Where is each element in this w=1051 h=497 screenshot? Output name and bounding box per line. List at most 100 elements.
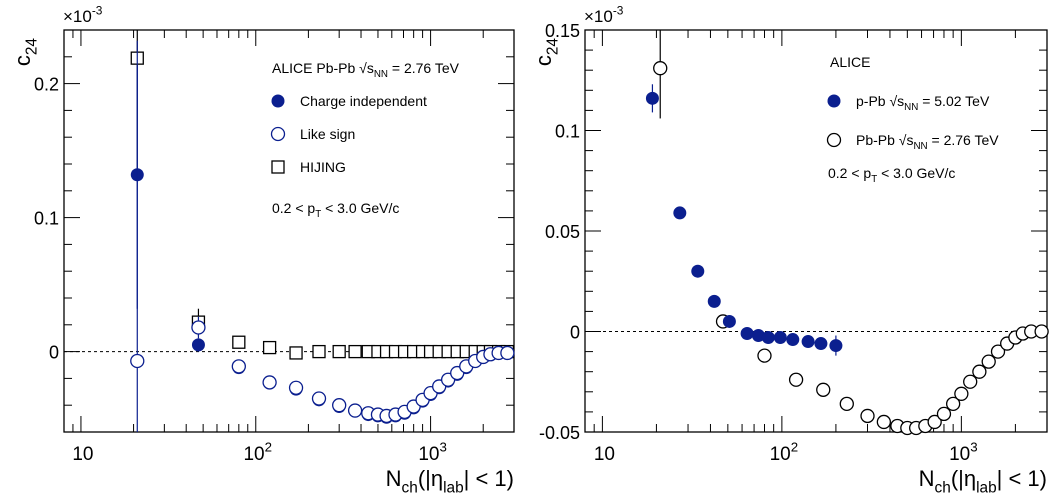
label-part: Like sign <box>300 126 355 142</box>
legend-label: p-Pb √sNN = 5.02 TeV <box>856 93 990 113</box>
label-part: NN <box>374 69 388 80</box>
plot-frame <box>63 29 515 433</box>
x-tick-label: 103 <box>949 439 978 465</box>
data-point <box>653 61 668 76</box>
data-point <box>876 414 892 430</box>
label-part: HIJING <box>300 159 346 175</box>
label-part: 2 <box>265 439 272 454</box>
data-point <box>691 264 705 278</box>
label-part: = 2.76 TeV <box>928 132 1000 148</box>
label-part: ch <box>402 480 418 497</box>
label-part: (|η <box>418 466 443 491</box>
x-tick-label: 10 <box>594 444 615 465</box>
data-point <box>757 348 772 363</box>
data-point <box>262 340 277 355</box>
data-point <box>191 338 205 352</box>
label-part: 0.2 < p <box>828 165 871 181</box>
label-part: -3 <box>613 3 624 17</box>
y-tick-label: 0.05 <box>545 222 580 242</box>
series-1 <box>130 66 515 432</box>
x-axis-label: Nch(|ηlab| < 1) <box>386 466 514 497</box>
x-tick-label: 102 <box>770 439 799 465</box>
data-point <box>332 398 347 413</box>
label-part: Pb-Pb √s <box>856 132 913 148</box>
data-point <box>191 320 206 335</box>
data-point <box>936 406 952 422</box>
legend-marker <box>271 160 285 174</box>
label-part: 3 <box>970 439 977 454</box>
data-point <box>972 364 987 379</box>
data-point <box>801 335 815 349</box>
label-part: ×10 <box>63 7 92 26</box>
label-part: ×10 <box>584 7 613 26</box>
y-exponent-label: ×10-3 <box>584 3 624 26</box>
label-part: 10 <box>594 444 615 465</box>
data-point <box>946 396 961 412</box>
data-point <box>839 396 854 412</box>
data-point <box>981 354 996 369</box>
data-point <box>288 380 304 395</box>
series-0 <box>645 84 843 356</box>
annotation: 0.2 < pT < 3.0 GeV/c <box>828 165 955 185</box>
x-tick-label: 10 <box>72 444 93 465</box>
y-axis-label: c24 <box>10 38 41 67</box>
label-part: 10 <box>770 444 791 465</box>
y-exponent-label: ×10-3 <box>63 3 103 26</box>
label-part: NN <box>904 102 918 113</box>
legend: ALICE Pb-Pb √sNN = 2.76 TeV Charge indepe… <box>270 60 460 220</box>
legend-label: Charge independent <box>300 93 427 109</box>
label-part: = 5.02 TeV <box>918 93 990 109</box>
label-part: T <box>315 209 321 220</box>
label-part: N <box>386 466 402 491</box>
legend-marker <box>271 94 285 108</box>
label-part: c <box>10 55 35 66</box>
label-part: ch <box>935 480 951 497</box>
series-1 <box>653 30 1049 436</box>
data-point <box>751 329 765 343</box>
label-part: p-Pb √s <box>856 93 904 109</box>
legend-label: Pb-Pb √sNN = 2.76 TeV <box>856 132 999 152</box>
label-part: 0.2 < p <box>272 200 315 216</box>
label-part: | < 1) <box>997 466 1047 491</box>
label-part: < 3.0 GeV/c <box>877 165 955 181</box>
label-part: 10 <box>949 444 970 465</box>
data-point <box>816 382 831 397</box>
data-point <box>232 335 246 349</box>
data-point <box>707 294 721 308</box>
data-point <box>829 339 843 353</box>
data-point <box>500 345 515 361</box>
label-part: -3 <box>92 3 103 17</box>
label-part: lab <box>976 480 997 497</box>
data-point <box>348 344 362 359</box>
label-part: T <box>871 174 877 185</box>
data-point <box>130 353 145 369</box>
legend-label: Like sign <box>300 126 355 142</box>
data-point <box>860 408 875 424</box>
annotation: 0.2 < pT < 3.0 GeV/c <box>272 200 399 220</box>
data-point <box>311 391 327 406</box>
label-part: < 3.0 GeV/c <box>321 200 399 216</box>
label-part: 3 <box>439 439 446 454</box>
y-axis-label: c24 <box>531 38 562 67</box>
label-part: ALICE Pb-Pb √s <box>272 60 374 76</box>
data-point <box>963 374 978 389</box>
data-point <box>312 344 326 359</box>
legend-marker <box>826 132 842 148</box>
plot-frame <box>584 29 1048 433</box>
y-tick-label: 0.15 <box>545 21 580 41</box>
legend-header: ALICE Pb-Pb √sNN = 2.76 TeV <box>272 60 460 80</box>
right-panel: 10 102 103-0.0500.050.10.15×10-3Nch(|ηlab|… <box>531 3 1049 497</box>
y-tick-label: 0 <box>49 343 59 363</box>
label-part: 24 <box>545 38 562 56</box>
legend-marker <box>270 126 286 142</box>
data-point <box>954 386 969 401</box>
label-part: = 2.76 TeV <box>388 60 460 76</box>
label-part: 10 <box>72 444 93 465</box>
data-point <box>761 331 775 345</box>
data-point <box>1034 324 1049 339</box>
label-part: (|η <box>951 466 976 491</box>
data-point <box>788 372 804 387</box>
label-part: lab <box>443 480 464 497</box>
data-point <box>740 327 754 341</box>
